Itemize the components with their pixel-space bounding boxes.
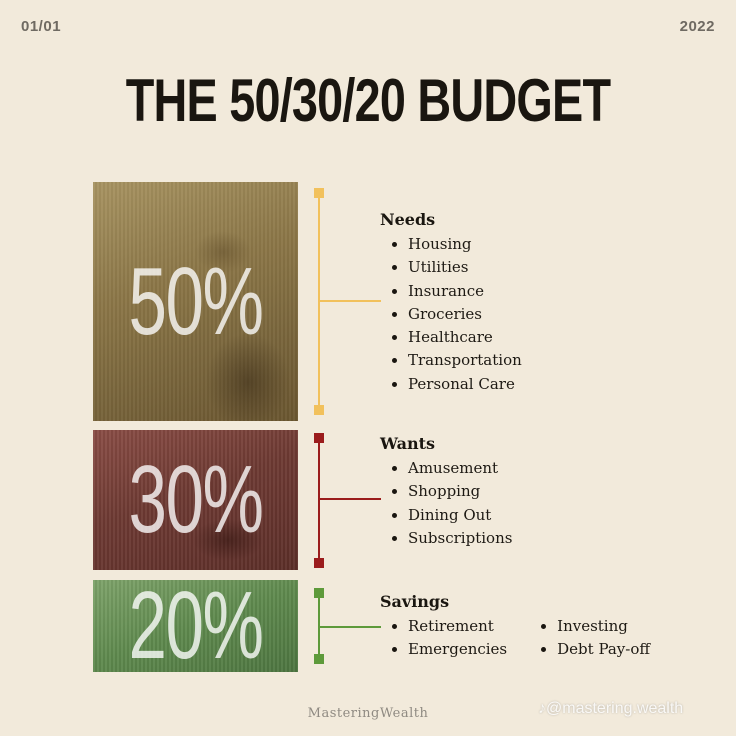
savings-group: Savings Retirement Emergencies Investing… [380, 592, 650, 662]
list-item: Healthcare [380, 326, 522, 349]
list-item: Debt Pay-off [529, 638, 650, 661]
page-indicator: 01/01 [21, 18, 61, 35]
list-item: Transportation [380, 349, 522, 372]
list-item: Amusement [380, 457, 512, 480]
needs-banknote-image: 50% [93, 182, 298, 421]
list-item: Groceries [380, 303, 522, 326]
wants-list: Amusement Shopping Dining Out Subscripti… [380, 457, 512, 550]
bracket-cap [314, 654, 324, 664]
savings-banknote-image: 20% [93, 580, 298, 672]
wants-heading: Wants [380, 434, 512, 453]
savings-heading: Savings [380, 592, 650, 611]
list-item: Retirement [380, 615, 507, 638]
list-item: Housing [380, 233, 522, 256]
wants-percent: 30% [122, 445, 270, 555]
list-item: Shopping [380, 480, 512, 503]
wants-group: Wants Amusement Shopping Dining Out Subs… [380, 434, 512, 550]
list-item: Dining Out [380, 504, 512, 527]
list-item: Personal Care [380, 373, 522, 396]
bracket-cap [314, 405, 324, 415]
page-title: THE 50/30/20 BUDGET [81, 66, 655, 135]
bracket-connector [319, 626, 381, 628]
list-item: Subscriptions [380, 527, 512, 550]
year-label: 2022 [680, 18, 715, 35]
savings-percent: 20% [122, 580, 270, 672]
needs-percent: 50% [122, 247, 270, 357]
wants-banknote-image: 30% [93, 430, 298, 570]
list-item: Utilities [380, 256, 522, 279]
savings-columns: Retirement Emergencies Investing Debt Pa… [380, 611, 650, 662]
bracket-cap [314, 558, 324, 568]
needs-group: Needs Housing Utilities Insurance Grocer… [380, 210, 522, 396]
savings-list-col1: Retirement Emergencies [380, 615, 507, 662]
list-item: Investing [529, 615, 650, 638]
bracket-connector [319, 300, 381, 302]
bracket-line [318, 438, 320, 563]
list-item: Emergencies [380, 638, 507, 661]
list-item: Insurance [380, 280, 522, 303]
needs-list: Housing Utilities Insurance Groceries He… [380, 233, 522, 396]
bracket-connector [319, 498, 381, 500]
tiktok-watermark: ♪@mastering.wealth [538, 700, 683, 718]
needs-heading: Needs [380, 210, 522, 229]
savings-list-col2: Investing Debt Pay-off [529, 615, 650, 662]
